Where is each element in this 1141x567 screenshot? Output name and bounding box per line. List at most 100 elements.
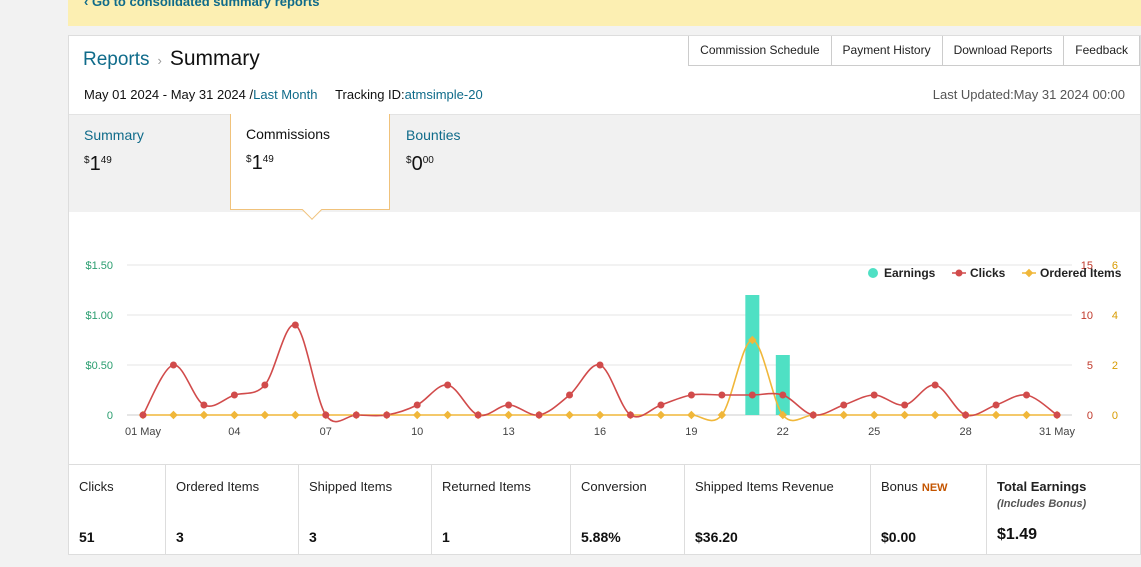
stat-returned-items-value: 1 bbox=[442, 529, 450, 545]
items-axis-tick: 0 bbox=[1112, 410, 1118, 422]
ordered-items-point bbox=[717, 410, 727, 420]
payment-history-button[interactable]: Payment History bbox=[830, 36, 943, 66]
legend-earnings-marker bbox=[868, 268, 878, 278]
ordered-items-point bbox=[230, 410, 239, 420]
earnings-axis-tick: 0 bbox=[107, 410, 113, 422]
tab-bounties-value: $000 bbox=[406, 153, 434, 175]
chart-svg: $1.50 15 6 $1.00 10 4 $0.50 5 2 0 0 0 01 May 04 07 10 13… bbox=[85, 260, 1122, 438]
ordered-items-point bbox=[869, 410, 879, 420]
items-axis-tick: 6 bbox=[1112, 260, 1118, 272]
tracking-label: Tracking ID: bbox=[335, 87, 405, 102]
stat-total-earnings-value: $1.49 bbox=[997, 526, 1038, 543]
clicks-axis-tick: 10 bbox=[1081, 310, 1093, 322]
tab-summary[interactable]: Summary $149 bbox=[69, 115, 229, 211]
earnings-axis-tick: $1.50 bbox=[85, 260, 113, 272]
date-range-row: May 01 2024 - May 31 2024 /Last Month Tr… bbox=[84, 87, 483, 102]
consolidated-reports-link[interactable]: ‹ Go to consolidated summary reports bbox=[84, 0, 320, 9]
earnings-axis-tick: $1.00 bbox=[85, 310, 113, 322]
stat-total-earnings-label: Total Earnings (Includes Bonus) bbox=[997, 479, 1087, 510]
x-axis-tick-label: 28 bbox=[959, 426, 971, 438]
clicks-point bbox=[566, 391, 574, 399]
clicks-point bbox=[352, 411, 360, 419]
stat-shipped-revenue: Shipped Items Revenue $36.20 bbox=[685, 465, 871, 555]
ordered-items-point bbox=[291, 410, 300, 420]
clicks-point bbox=[840, 401, 848, 409]
x-axis-tick-label: 13 bbox=[502, 426, 514, 438]
period-link[interactable]: Last Month bbox=[253, 87, 318, 102]
ordered-items-point bbox=[748, 335, 757, 345]
stat-clicks-label: Clicks bbox=[79, 479, 114, 494]
clicks-point bbox=[383, 411, 391, 419]
stat-conversion-value: 5.88% bbox=[581, 529, 621, 545]
clicks-point bbox=[169, 361, 177, 369]
tab-commissions-label: Commissions bbox=[246, 126, 331, 142]
stat-shipped-items: Shipped Items 3 bbox=[299, 465, 432, 555]
x-axis-tick-label: 25 bbox=[868, 426, 880, 438]
stat-clicks: Clicks 51 bbox=[69, 465, 166, 555]
stat-bonus-label: Bonus NEW bbox=[881, 479, 948, 494]
ordered-items-line bbox=[143, 339, 1057, 422]
clicks-point bbox=[200, 401, 208, 409]
tab-bounties[interactable]: Bounties $000 bbox=[391, 115, 551, 211]
clicks-point bbox=[139, 411, 147, 419]
legend-clicks-label: Clicks bbox=[970, 266, 1006, 280]
clicks-point bbox=[901, 401, 909, 409]
report-card: Reports › Summary Commission Schedule Pa… bbox=[68, 35, 1141, 555]
legend-items-label: Ordered Items bbox=[1040, 266, 1122, 280]
ordered-items-point bbox=[900, 410, 909, 420]
breadcrumb-reports-link[interactable]: Reports bbox=[83, 49, 150, 70]
ordered-items-point bbox=[778, 410, 788, 420]
stat-clicks-value: 51 bbox=[79, 529, 95, 545]
summary-tabs: Summary $149 Commissions $149 Bounties $… bbox=[69, 114, 1140, 220]
clicks-point bbox=[962, 411, 970, 419]
earnings-axis-tick: $0.50 bbox=[85, 360, 113, 372]
legend-items-marker bbox=[1024, 268, 1034, 278]
clicks-point bbox=[261, 381, 269, 389]
includes-bonus-note: (Includes Bonus) bbox=[997, 498, 1087, 510]
x-axis-tick-label: 01 May bbox=[125, 426, 162, 438]
stat-returned-items: Returned Items 1 bbox=[432, 465, 571, 555]
download-reports-button[interactable]: Download Reports bbox=[941, 36, 1065, 66]
clicks-point bbox=[779, 391, 787, 399]
stat-total-earnings: Total Earnings (Includes Bonus) $1.49 bbox=[987, 465, 1140, 555]
ordered-items-point bbox=[930, 410, 940, 420]
tab-commissions[interactable]: Commissions $149 bbox=[230, 114, 390, 220]
ordered-items-point bbox=[991, 410, 1001, 420]
ordered-items-point bbox=[260, 410, 270, 420]
clicks-point bbox=[230, 391, 238, 399]
date-range: May 01 2024 - May 31 2024 / bbox=[84, 87, 254, 102]
earnings-chart: $1.50 15 6 $1.00 10 4 $0.50 5 2 0 0 0 01 May 04 07 10 13… bbox=[69, 218, 1140, 464]
clicks-point bbox=[322, 411, 330, 419]
legend-earnings-label: Earnings bbox=[884, 266, 936, 280]
tracking-id-link[interactable]: atmsimple-20 bbox=[404, 87, 483, 102]
x-axis-tick-label: 19 bbox=[685, 426, 697, 438]
ordered-items-point bbox=[443, 410, 452, 420]
ordered-items-point bbox=[412, 410, 422, 420]
commission-schedule-button[interactable]: Commission Schedule bbox=[688, 36, 832, 66]
x-axis-tick-label: 07 bbox=[320, 426, 332, 438]
legend-clicks-marker bbox=[955, 269, 963, 277]
x-axis-tick-label: 31 May bbox=[1039, 426, 1076, 438]
tab-commissions-value: $149 bbox=[246, 152, 274, 174]
breadcrumb-separator: › bbox=[157, 53, 162, 68]
feedback-button[interactable]: Feedback bbox=[1063, 36, 1140, 66]
clicks-point bbox=[444, 381, 452, 389]
active-tab-caret bbox=[302, 200, 322, 220]
clicks-point bbox=[870, 391, 878, 399]
tab-bounties-label: Bounties bbox=[406, 127, 461, 143]
ordered-items-point bbox=[565, 410, 574, 420]
ordered-items-point bbox=[595, 410, 605, 420]
stat-ordered-items-value: 3 bbox=[176, 529, 184, 545]
clicks-point bbox=[748, 391, 756, 399]
ordered-items-point bbox=[656, 410, 666, 420]
stat-ordered-items-label: Ordered Items bbox=[176, 479, 260, 494]
last-updated: Last Updated:May 31 2024 00:00 bbox=[932, 87, 1125, 102]
ordered-items-point bbox=[504, 410, 513, 420]
ordered-items-point bbox=[199, 410, 209, 420]
clicks-point bbox=[718, 391, 726, 399]
stat-conversion-label: Conversion bbox=[581, 479, 647, 494]
stat-bonus: Bonus NEW $0.00 bbox=[871, 465, 987, 555]
clicks-axis-tick: 0 bbox=[1087, 410, 1093, 422]
stat-bonus-value: $0.00 bbox=[881, 529, 917, 545]
clicks-point bbox=[1023, 391, 1031, 399]
